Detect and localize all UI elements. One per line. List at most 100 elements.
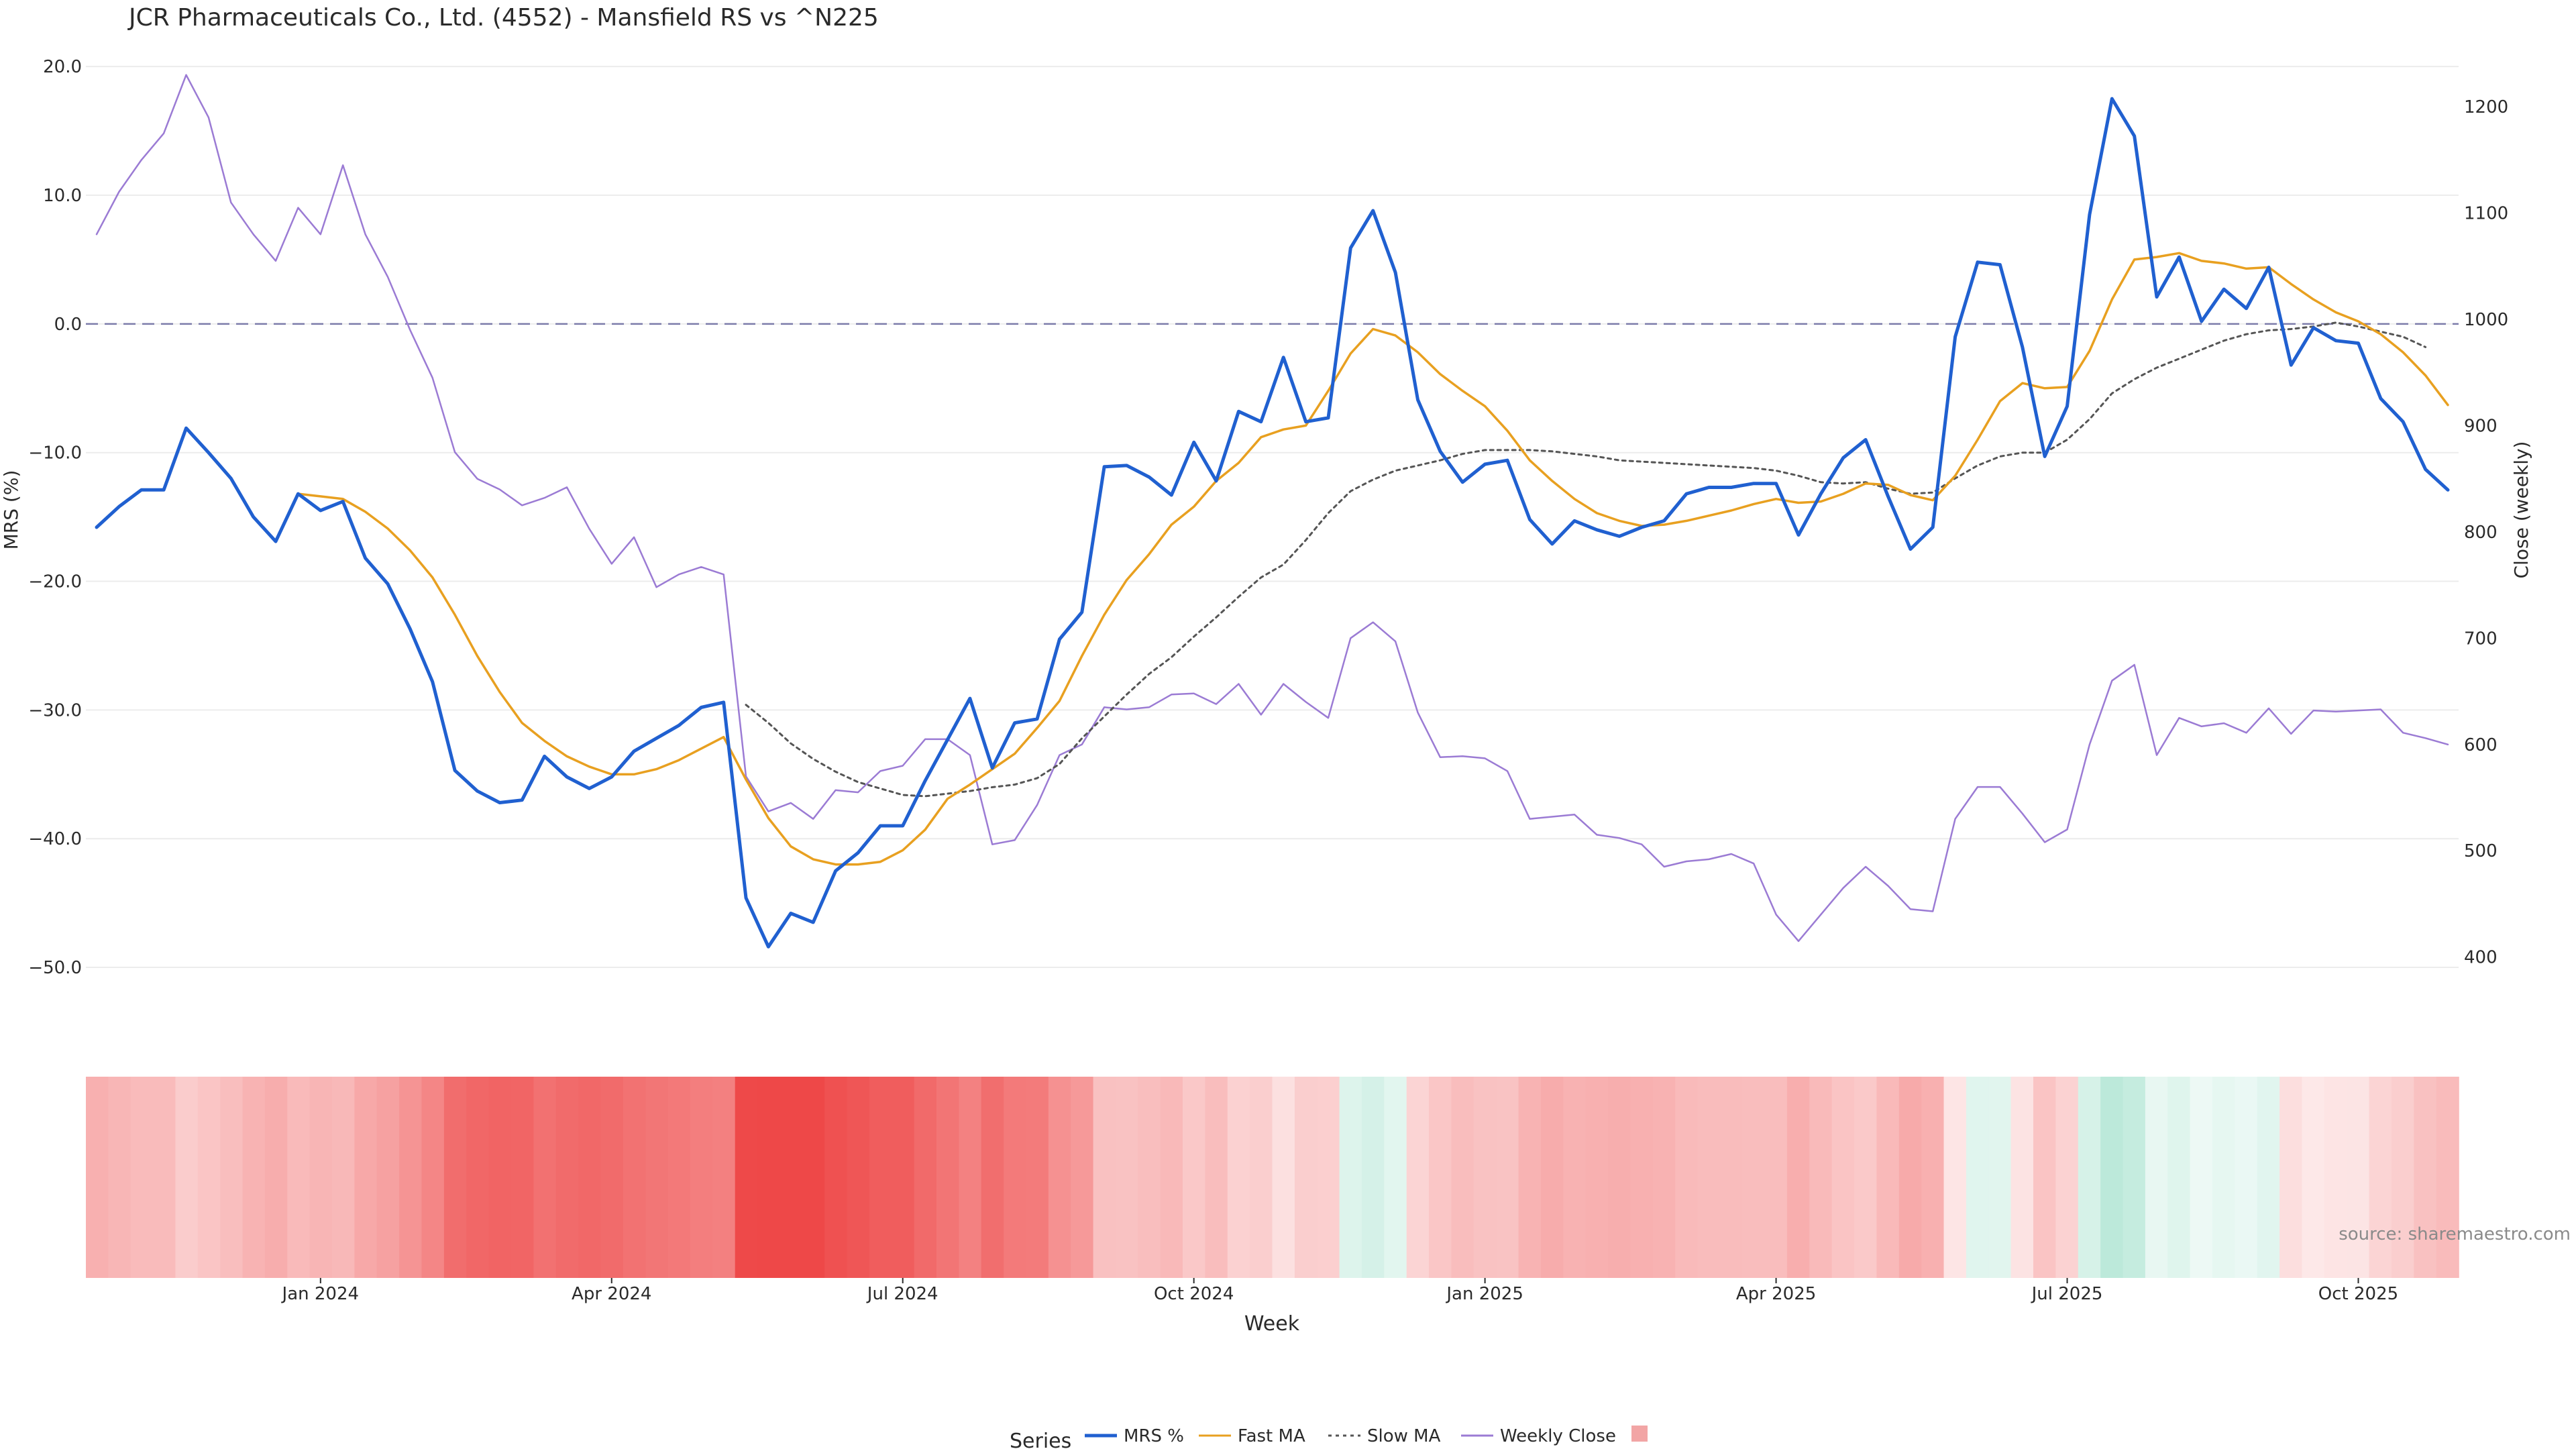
heat-cell (757, 1077, 781, 1278)
x-tick-label: Jan 2024 (281, 1284, 360, 1304)
heat-cell (2436, 1077, 2459, 1278)
heat-cell (2145, 1077, 2169, 1278)
y-right-tick-label: 900 (2464, 416, 2498, 436)
heat-cell (2033, 1077, 2057, 1278)
y-right-tick-label: 1200 (2464, 97, 2508, 117)
heat-cell (376, 1077, 400, 1278)
heat-cell (1966, 1077, 1990, 1278)
y-left-tick-label: −30.0 (28, 700, 82, 720)
heat-cell (1317, 1077, 1340, 1278)
heat-cell (1719, 1077, 1743, 1278)
heat-cell (2100, 1077, 2124, 1278)
heat-cell (399, 1077, 423, 1278)
heat-cell (824, 1077, 848, 1278)
y-left-tick-label: 10.0 (43, 186, 82, 206)
heat-cell (936, 1077, 960, 1278)
heat-cell (2235, 1077, 2258, 1278)
y-right-tick-label: 800 (2464, 523, 2498, 543)
heat-cell (1451, 1077, 1474, 1278)
heat-cell (1406, 1077, 1430, 1278)
heat-cell (2257, 1077, 2280, 1278)
heat-cell (623, 1077, 646, 1278)
heat-cell (1071, 1077, 1094, 1278)
heat-cell (1339, 1077, 1362, 1278)
x-tick-label: Jul 2024 (866, 1284, 938, 1304)
heat-cell (2302, 1077, 2325, 1278)
y-left-tick-label: −20.0 (28, 572, 82, 592)
heat-cell (2347, 1077, 2370, 1278)
x-tick-label: Jul 2025 (2031, 1284, 2103, 1304)
heat-cell (1294, 1077, 1318, 1278)
heat-cell (690, 1077, 714, 1278)
heat-cell (2190, 1077, 2213, 1278)
heat-cell (1898, 1077, 1922, 1278)
heat-cell (2212, 1077, 2236, 1278)
heat-cell (1831, 1077, 1855, 1278)
y-axis-right-label: Close (weekly) (2510, 441, 2532, 579)
heat-cell (2369, 1077, 2392, 1278)
heat-cell (354, 1077, 378, 1278)
heat-cell (2010, 1077, 2034, 1278)
heat-cell (645, 1077, 669, 1278)
heat-cell (443, 1077, 468, 1278)
heat-cell (1786, 1077, 1811, 1278)
heat-cell (2414, 1077, 2437, 1278)
x-tick-label: Apr 2025 (1736, 1284, 1816, 1304)
heat-cell (1138, 1077, 1161, 1278)
heat-cell (1048, 1077, 1071, 1278)
y-left-tick-label: −40.0 (28, 829, 82, 849)
heat-cell (735, 1077, 758, 1278)
axes: 20.0 10.0 0.0 −10.0 −20.0 −30.0 −40.0 −50.0 1200… (28, 57, 2508, 1304)
heat-cell (780, 1077, 803, 1278)
legend-title: Series (1010, 1430, 1071, 1449)
heat-cell (130, 1077, 154, 1278)
heat-cell (287, 1077, 311, 1278)
y-right-tick-label: 700 (2464, 629, 2498, 649)
heat-cell (1988, 1077, 2012, 1278)
heat-cell (1675, 1077, 1699, 1278)
heat-cell (175, 1077, 199, 1278)
x-tick-label: Apr 2024 (572, 1284, 651, 1304)
heat-cell (1518, 1077, 1542, 1278)
heat-cell (2055, 1077, 2079, 1278)
heat-cell (667, 1077, 691, 1278)
heat-cell (712, 1077, 736, 1278)
y-right-tick-label: 600 (2464, 735, 2498, 755)
heat-cell (1697, 1077, 1721, 1278)
heat-cell (555, 1077, 579, 1278)
legend-swatch-heat (1631, 1426, 1648, 1442)
heat-cell (1227, 1077, 1250, 1278)
heat-cell (1473, 1077, 1497, 1278)
heat-cell (600, 1077, 624, 1278)
heat-cell (2279, 1077, 2303, 1278)
heat-cell (1115, 1077, 1139, 1278)
y-right-tick-label: 1000 (2464, 310, 2508, 330)
heat-cell (1652, 1077, 1676, 1278)
legend-label: Weekly Close (1500, 1426, 1616, 1446)
x-tick-label: Oct 2024 (1154, 1284, 1234, 1304)
x-tick-label: Oct 2025 (2318, 1284, 2398, 1304)
heat-cell (1384, 1077, 1407, 1278)
series-line-weekly-close (95, 74, 2449, 943)
heat-cell (1742, 1077, 1766, 1278)
heat-cell (1026, 1077, 1049, 1278)
heat-cell (1809, 1077, 1833, 1278)
heat-cell (2391, 1077, 2415, 1278)
heat-cell (108, 1077, 131, 1278)
heat-cell (914, 1077, 937, 1278)
heat-cell (1563, 1077, 1587, 1278)
x-axis-label: Week (1244, 1312, 1300, 1336)
heat-cell (511, 1077, 535, 1278)
x-tick-label: Jan 2025 (1445, 1284, 1523, 1304)
heat-cell (421, 1077, 445, 1278)
heat-cell (1361, 1077, 1385, 1278)
heat-cell (1429, 1077, 1452, 1278)
heat-cell (802, 1077, 825, 1278)
heat-cell (1205, 1077, 1228, 1278)
legend-label: Fast MA (1238, 1426, 1305, 1446)
heat-cell (2123, 1077, 2146, 1278)
heat-cell (2078, 1077, 2101, 1278)
y-right-tick-label: 1100 (2464, 204, 2508, 224)
heat-cell (959, 1077, 982, 1278)
